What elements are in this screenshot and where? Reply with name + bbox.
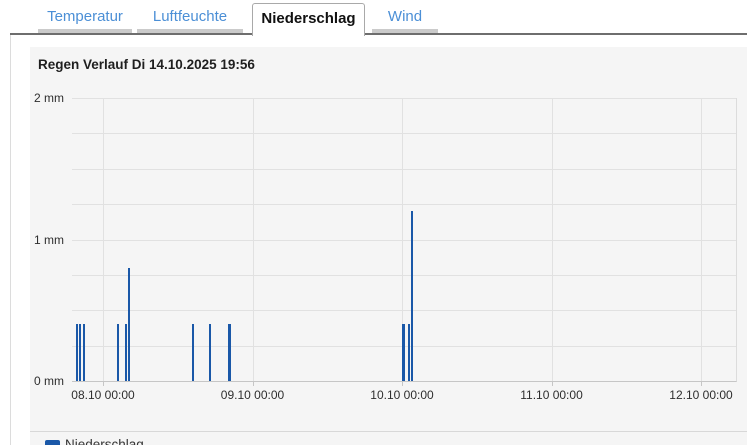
tabbar-divider xyxy=(10,33,747,35)
legend-divider xyxy=(30,431,747,432)
x-axis-label: 08.10 00:00 xyxy=(71,388,135,402)
legend-item-niederschlag[interactable]: Niederschlag xyxy=(45,436,144,445)
y-gridline xyxy=(72,98,736,99)
x-gridline xyxy=(103,98,104,381)
precipitation-bar xyxy=(127,267,130,381)
precipitation-bar xyxy=(209,324,212,381)
x-axis-tick xyxy=(701,381,702,386)
tab-bar: Temperatur Luftfeuchte Niederschlag Wind xyxy=(0,0,747,36)
tab-luftfeuchte[interactable]: Luftfeuchte xyxy=(137,4,243,33)
chart-title: Regen Verlauf Di 14.10.2025 19:56 xyxy=(38,57,255,72)
legend-label: Niederschlag xyxy=(65,437,144,445)
x-gridline xyxy=(252,98,254,381)
y-gridline xyxy=(72,310,736,312)
precipitation-bar xyxy=(75,324,78,381)
precipitation-plot-area: 08.10 00:00 09.10 00:00 10.10 00:00 11.10 0… xyxy=(34,91,737,402)
precipitation-bar xyxy=(408,324,411,381)
x-axis-label: 09.10 00:00 xyxy=(220,388,285,402)
x-gridline xyxy=(551,98,553,381)
x-axis-tick xyxy=(402,381,403,386)
x-gridline xyxy=(402,98,403,381)
y-gridline xyxy=(72,239,736,241)
y-axis-label: 2 mm xyxy=(34,91,64,105)
x-axis-tick xyxy=(252,381,254,386)
x-axis-tick xyxy=(103,381,104,386)
y-axis-label: 1 mm xyxy=(34,232,64,247)
x-axis-label: 11.10 00:00 xyxy=(520,388,583,402)
precipitation-bar xyxy=(411,211,414,381)
y-gridline xyxy=(72,274,736,276)
x-gridline xyxy=(701,98,702,381)
tab-niederschlag[interactable]: Niederschlag xyxy=(252,3,365,36)
precipitation-bar xyxy=(227,324,231,381)
precipitation-bar xyxy=(125,324,128,381)
y-gridline xyxy=(72,204,736,206)
x-axis-tick xyxy=(551,381,553,386)
precipitation-bar xyxy=(79,324,82,381)
legend-color-swatch xyxy=(45,440,60,445)
chart-card: Regen Verlauf Di 14.10.2025 19:56 08.10 … xyxy=(30,47,747,445)
tab-wind[interactable]: Wind xyxy=(372,4,438,33)
precipitation-bar xyxy=(116,324,119,381)
precipitation-bar xyxy=(191,324,194,381)
x-axis-label: 10.10 00:00 xyxy=(370,388,434,402)
tab-temperatur[interactable]: Temperatur xyxy=(38,4,132,33)
y-axis-label: 0 mm xyxy=(34,374,64,388)
precipitation-bar xyxy=(401,324,405,381)
y-gridline xyxy=(72,168,736,170)
precipitation-bar xyxy=(83,324,85,381)
x-axis-label: 12.10 00:00 xyxy=(669,388,733,402)
y-gridline xyxy=(72,133,736,135)
